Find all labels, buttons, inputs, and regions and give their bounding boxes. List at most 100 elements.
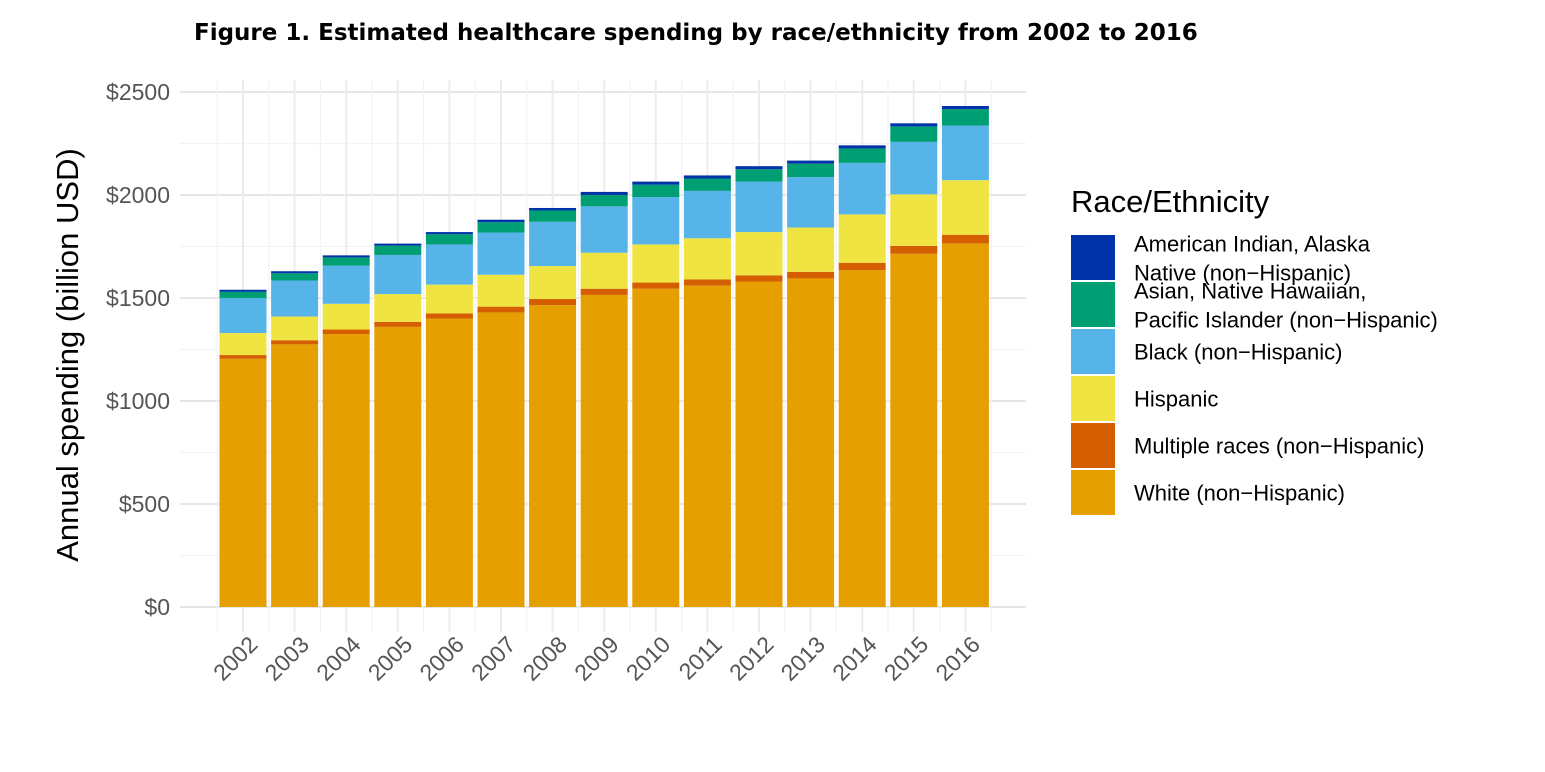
bar-segment-2014-s3	[838, 162, 886, 215]
legend-item: Multiple races (non−Hispanic)	[1071, 423, 1424, 468]
bar-segment-2005-s5	[374, 243, 422, 246]
bar-segment-2014-s1	[838, 262, 886, 271]
bar-segment-2006-s2	[425, 284, 473, 314]
y-tick-label: $1500	[106, 285, 170, 311]
bar-segment-2002-s1	[219, 355, 267, 359]
bar-stack-2016	[941, 106, 989, 607]
legend: Race/Ethnicity American Indian, Alaska Na…	[1071, 184, 1438, 515]
bar-segment-2003-s4	[271, 273, 319, 281]
bars	[219, 106, 989, 607]
legend-label: Black (non−Hispanic)	[1134, 340, 1342, 365]
bar-segment-2003-s0	[271, 344, 319, 607]
bar-stack-2003	[271, 271, 319, 607]
y-tick-label: $2000	[106, 182, 170, 208]
bar-stack-2012	[735, 166, 783, 607]
bar-segment-2011-s4	[683, 178, 731, 191]
bar-segment-2013-s2	[787, 227, 835, 272]
legend-label: Multiple races (non−Hispanic)	[1134, 434, 1424, 459]
y-tick-label: $1000	[106, 388, 170, 414]
bar-segment-2004-s1	[322, 329, 370, 335]
legend-label: Native (non−Hispanic)	[1134, 261, 1351, 286]
legend-swatch	[1071, 376, 1115, 421]
bar-segment-2007-s3	[477, 232, 525, 275]
bar-stack-2011	[683, 175, 731, 607]
legend-swatch	[1071, 423, 1115, 468]
bar-stack-2006	[425, 232, 473, 607]
bar-segment-2013-s1	[787, 271, 835, 279]
bar-segment-2016-s4	[941, 109, 989, 126]
bar-segment-2016-s0	[941, 243, 989, 607]
bar-segment-2012-s0	[735, 281, 783, 607]
x-tick-label: 2014	[827, 631, 882, 686]
bar-stack-2005	[374, 243, 422, 607]
bar-stack-2014	[838, 145, 886, 607]
legend-item: American Indian, Alaska Native (non−Hispa…	[1071, 232, 1371, 286]
bar-segment-2015-s1	[890, 245, 938, 254]
bar-segment-2009-s0	[580, 294, 628, 607]
bar-segment-2006-s0	[425, 318, 473, 607]
bar-segment-2004-s2	[322, 303, 370, 330]
y-tick-label: $2500	[106, 79, 170, 105]
bar-segment-2008-s5	[529, 207, 577, 211]
bar-segment-2013-s5	[787, 160, 835, 164]
legend-item: White (non−Hispanic)	[1071, 470, 1345, 515]
legend-item: Black (non−Hispanic)	[1071, 329, 1342, 374]
x-tick-label: 2004	[311, 631, 366, 686]
x-tick-label: 2008	[518, 631, 573, 686]
bar-segment-2009-s4	[580, 195, 628, 207]
bar-segment-2006-s5	[425, 232, 473, 235]
bar-stack-2008	[529, 207, 577, 607]
bar-stack-2010	[632, 181, 680, 607]
bar-segment-2003-s3	[271, 280, 319, 317]
bar-segment-2011-s5	[683, 175, 731, 179]
bar-segment-2012-s3	[735, 181, 783, 233]
bar-segment-2006-s4	[425, 234, 473, 245]
x-tick-label: 2002	[208, 631, 263, 686]
bar-stack-2009	[580, 191, 628, 607]
bar-segment-2013-s3	[787, 177, 835, 228]
x-tick-label: 2010	[621, 631, 676, 686]
bar-segment-2004-s4	[322, 257, 370, 266]
bar-stack-2007	[477, 219, 525, 607]
bar-segment-2003-s2	[271, 316, 319, 341]
bar-segment-2012-s5	[735, 166, 783, 170]
x-tick-label: 2011	[674, 631, 727, 684]
bar-segment-2013-s0	[787, 278, 835, 607]
x-tick-label: 2005	[363, 631, 418, 686]
bar-segment-2016-s1	[941, 234, 989, 244]
bar-segment-2014-s2	[838, 214, 886, 263]
bar-segment-2008-s4	[529, 210, 577, 222]
legend-item: Asian, Native Hawaiian, Pacific Islander …	[1071, 279, 1438, 333]
bar-segment-2004-s0	[322, 334, 370, 607]
bar-segment-2015-s5	[890, 123, 938, 127]
bar-segment-2004-s3	[322, 265, 370, 304]
bar-segment-2012-s4	[735, 169, 783, 182]
bar-segment-2010-s3	[632, 197, 680, 245]
bar-segment-2009-s2	[580, 252, 628, 289]
bar-segment-2014-s4	[838, 148, 886, 163]
legend-swatch	[1071, 235, 1115, 280]
bar-segment-2008-s2	[529, 266, 577, 300]
bar-segment-2011-s2	[683, 238, 731, 280]
bar-segment-2006-s3	[425, 244, 473, 285]
bar-segment-2010-s0	[632, 288, 680, 607]
bar-segment-2002-s4	[219, 291, 267, 298]
bar-segment-2006-s1	[425, 313, 473, 319]
x-tick-label: 2007	[466, 631, 521, 686]
bar-segment-2002-s0	[219, 358, 267, 607]
bar-segment-2015-s3	[890, 141, 938, 195]
x-tick-label: 2009	[569, 631, 624, 686]
bar-segment-2009-s1	[580, 288, 628, 295]
bar-segment-2005-s1	[374, 321, 422, 327]
x-tick-label: 2006	[414, 631, 469, 686]
bar-segment-2003-s1	[271, 340, 319, 345]
bar-segment-2015-s4	[890, 126, 938, 142]
legend-label: White (non−Hispanic)	[1134, 481, 1345, 506]
bar-segment-2009-s5	[580, 191, 628, 195]
y-axis-label: Annual spending (billion USD)	[50, 148, 85, 562]
bar-segment-2010-s4	[632, 184, 680, 198]
x-tick-label: 2013	[776, 631, 831, 686]
bar-segment-2014-s0	[838, 270, 886, 607]
y-tick-label: $0	[144, 594, 170, 620]
bar-segment-2005-s3	[374, 254, 422, 295]
